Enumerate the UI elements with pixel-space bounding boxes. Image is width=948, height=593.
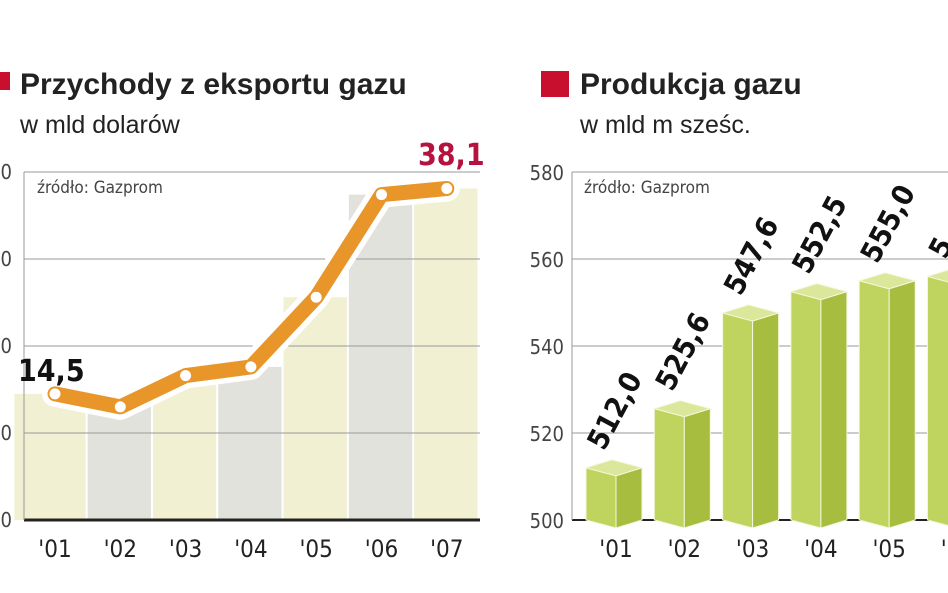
data-point (180, 370, 192, 382)
bar-front (722, 312, 754, 529)
bar-value-label: 525,6 (648, 307, 717, 396)
left-source: źródło: Gazprom (37, 178, 163, 198)
bar-value-label: 555,0 (853, 179, 922, 268)
bar-side (752, 312, 780, 529)
x-tick-label: '07 (430, 535, 463, 563)
data-label-last: 38,1 (418, 138, 485, 173)
y-tick-label: 540 (530, 335, 564, 359)
bar-front (927, 275, 948, 526)
bar-side (820, 290, 848, 529)
band-0 (14, 393, 86, 520)
x-tick-label: '02 (668, 535, 701, 563)
band-6 (414, 188, 478, 520)
x-tick-label: '06 (941, 535, 948, 563)
x-tick-label: '05 (299, 535, 332, 563)
bar-side (615, 467, 643, 529)
data-point (310, 291, 322, 303)
y-tick-label: 30 (0, 247, 12, 271)
data-label-first: 14,5 (18, 354, 85, 389)
x-tick-label: '01 (38, 535, 71, 563)
data-point (49, 388, 61, 400)
left-title: Przychody z eksportu gazu (20, 68, 407, 101)
x-tick-label: '03 (736, 535, 769, 563)
y-tick-label: 500 (530, 509, 564, 533)
bar-side (683, 407, 711, 529)
bar-front (790, 290, 822, 529)
band-3 (218, 366, 282, 520)
bar-top (857, 272, 918, 290)
data-point (376, 189, 387, 201)
bar-side (888, 280, 916, 529)
bar-value-label: 547,6 (717, 211, 786, 300)
y-tick-label: 10 (0, 421, 12, 445)
left-subtitle: w mld dolarów (19, 111, 181, 139)
data-point (114, 401, 126, 413)
bar-value-label: 552,5 (785, 190, 854, 279)
x-tick-label: '03 (169, 535, 202, 563)
bar-top (584, 459, 644, 477)
bar-value-label: 512,0 (580, 366, 649, 455)
right-source: źródło: Gazprom (584, 178, 710, 198)
data-point (441, 183, 453, 195)
bar-top (720, 304, 781, 322)
data-point (245, 361, 257, 373)
bar-front (858, 280, 890, 529)
band-1 (87, 406, 151, 520)
title-square-left (0, 72, 10, 90)
x-tick-label: '05 (872, 535, 905, 563)
y-tick-label: 0 (1, 508, 12, 532)
x-tick-label: '01 (599, 535, 632, 563)
y-tick-label: 520 (530, 422, 564, 446)
y-tick-label: 20 (0, 334, 12, 358)
title-square-right (541, 71, 569, 97)
x-tick-label: '04 (804, 535, 837, 563)
x-tick-label: '02 (104, 535, 137, 563)
x-tick-label: '06 (365, 535, 398, 563)
y-tick-label: 560 (530, 248, 564, 272)
bar-top (789, 283, 849, 301)
right-title: Produkcja gazu (580, 68, 802, 101)
x-tick-label: '04 (234, 535, 267, 563)
bar-top (652, 400, 713, 418)
right-subtitle: w mld m sześc. (579, 111, 751, 139)
y-tick-label: 40 (0, 160, 12, 184)
bar-front (653, 407, 685, 529)
y-tick-label: 580 (530, 161, 564, 185)
bar-front (585, 467, 617, 529)
